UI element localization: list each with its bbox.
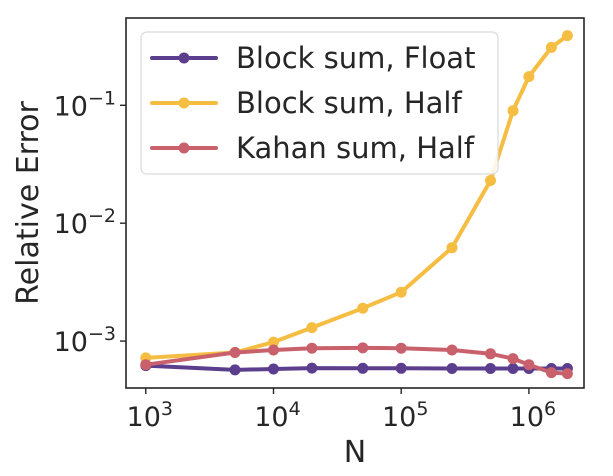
data-point (229, 364, 241, 376)
data-point (357, 342, 369, 354)
legend-item: Kahan sum, Half (150, 131, 475, 165)
data-point (545, 41, 557, 53)
x-axis-title: N (344, 435, 366, 470)
legend-item: Block sum, Float (150, 41, 475, 75)
y-axis-title: Relative Error (11, 101, 46, 305)
y-tick-label: 10−1 (54, 87, 116, 122)
data-point (140, 359, 152, 371)
data-point (485, 363, 496, 374)
legend-label: Kahan sum, Half (236, 131, 475, 165)
series-layer (140, 30, 573, 380)
legend-swatch-marker (178, 52, 190, 64)
data-point (523, 359, 535, 371)
data-point (306, 322, 318, 334)
series-line (143, 33, 570, 360)
data-point (507, 363, 519, 374)
data-point (507, 105, 519, 117)
data-point (306, 342, 318, 354)
data-point (561, 368, 573, 380)
series-0 (140, 360, 573, 376)
legend-label: Block sum, Half (236, 86, 462, 120)
data-point (446, 344, 458, 356)
y-tick-label: 10−3 (54, 323, 116, 358)
x-axis-ticks: 103 104 105 106 (127, 388, 556, 433)
data-point (485, 348, 496, 360)
data-point (268, 363, 279, 375)
legend-swatch-marker (178, 142, 190, 154)
data-point (395, 286, 407, 298)
legend: Block sum, Float Block sum, Half Kahan sum… (140, 31, 499, 175)
data-point (357, 362, 369, 374)
x-tick-label: 104 (254, 398, 300, 433)
legend-box (140, 31, 499, 175)
data-point (357, 302, 369, 314)
data-point (446, 242, 458, 254)
x-tick-label: 103 (127, 398, 173, 433)
legend-swatch-marker (178, 97, 190, 109)
data-point (446, 363, 458, 374)
y-axis-ticks: 10−3 10−2 10−1 (54, 87, 126, 358)
x-tick-label: 105 (382, 398, 428, 433)
data-point (395, 342, 407, 354)
y-tick-label: 10−2 (54, 205, 116, 240)
data-point (523, 71, 535, 83)
legend-item: Block sum, Half (150, 86, 462, 120)
series-line (143, 363, 570, 372)
data-point (561, 30, 573, 42)
data-point (545, 367, 557, 379)
data-point (268, 344, 279, 356)
data-point (395, 362, 407, 374)
data-point (268, 336, 279, 348)
data-point (306, 362, 318, 374)
x-tick-label: 106 (510, 398, 556, 433)
data-point (507, 353, 519, 365)
series-2 (140, 342, 573, 380)
legend-label: Block sum, Float (236, 41, 475, 75)
data-point (485, 175, 496, 186)
data-point (229, 347, 241, 358)
plot-frame (125, 17, 585, 389)
